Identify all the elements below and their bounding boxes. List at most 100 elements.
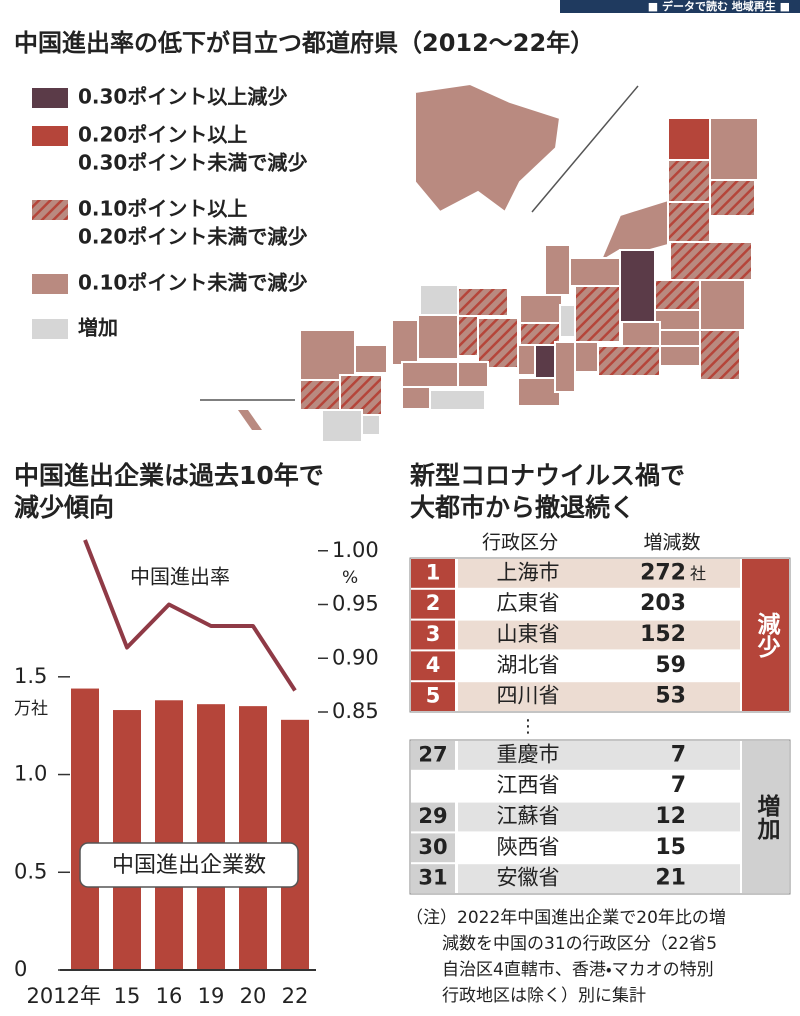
map-region [654, 329, 701, 347]
group-side [742, 741, 789, 893]
y2-tick-label: 0.85 [332, 699, 379, 723]
chart-title: 中国進出企業は過去10年で [14, 461, 324, 490]
y-tick-label: 0.5 [14, 859, 47, 883]
rank: 4 [426, 653, 441, 677]
note: 自治区4直轄市、香港・マカオの特別 [442, 960, 714, 980]
bar [71, 688, 99, 970]
region-name: 山東省 [497, 622, 560, 646]
row-bg [458, 741, 740, 770]
column-header: 増減数 [643, 532, 700, 554]
y2-tick-label: 1.00 [332, 538, 379, 562]
group-label: 増加 [753, 793, 782, 841]
value: 53 [655, 684, 686, 709]
legend-swatch [32, 126, 68, 146]
map-region [569, 257, 621, 287]
map-region [391, 319, 419, 366]
map-region [517, 344, 536, 376]
map-region [519, 294, 563, 324]
y2-unit: % [342, 568, 358, 588]
table-title: 新型コロナウイルス禍で [409, 461, 685, 490]
map-region [401, 361, 459, 388]
title: 中国進出率の低下が目立つ都道府県（2012〜22年） [14, 29, 594, 57]
value: 272 [640, 560, 686, 585]
column-header: 行政区分 [482, 532, 558, 554]
rank-cell [411, 589, 455, 619]
map-region [709, 117, 759, 181]
value: 15 [655, 835, 686, 860]
map-region [659, 345, 701, 367]
map-region [534, 344, 556, 381]
bar [113, 710, 141, 970]
inset-line [531, 85, 639, 213]
region-name: 四川省 [497, 684, 560, 708]
header-tag: ■ データで読む 地域再生 ■ [648, 0, 790, 13]
map-region [709, 179, 756, 217]
legend-swatch [32, 200, 68, 220]
legend-swatch [32, 88, 68, 108]
rank: 31 [418, 866, 447, 890]
x-tick-label: 16 [156, 984, 183, 1008]
map-region [457, 361, 489, 388]
rank: 5 [426, 684, 441, 708]
rank: 27 [418, 742, 447, 766]
note: 減数を中国の31の行政区分（22省5 [442, 934, 717, 954]
region-name: 陝西省 [497, 835, 560, 859]
rank-cell [411, 833, 455, 863]
map-region [361, 414, 381, 436]
map-region [667, 201, 711, 243]
x-tick-label: 20 [240, 984, 267, 1008]
map-region [321, 409, 363, 443]
rank-cell [411, 802, 455, 832]
map-region [654, 279, 701, 311]
rank: 29 [418, 804, 447, 828]
map-region [457, 287, 509, 317]
map-region [299, 379, 341, 411]
map-region [654, 309, 701, 331]
map-region [238, 410, 262, 430]
map-region [429, 389, 486, 411]
legend-label: 0.20ポイント未満で減少 [78, 225, 307, 249]
legend-label: 0.10ポイント以上 [78, 197, 247, 221]
map-region [597, 345, 661, 377]
legend: 0.30ポイント以上減少 0.20ポイント以上 0.30ポイント未満で減少 0.10ポ… [32, 85, 307, 340]
row-bg [458, 864, 740, 893]
legend-swatch [32, 319, 68, 339]
rank: 3 [426, 622, 441, 646]
map-region [517, 377, 561, 407]
header-bar [560, 0, 800, 13]
value-unit: 社 [690, 564, 706, 583]
legend-label: 0.10ポイント未満で減少 [78, 271, 307, 295]
map-region [699, 279, 746, 331]
x-tick-label: 19 [198, 984, 225, 1008]
legend-label: 0.30ポイント未満で減少 [78, 151, 307, 175]
chart-title: 減少傾向 [14, 493, 114, 522]
bar [239, 706, 267, 970]
y2-tick-label: 0.90 [332, 645, 379, 669]
region-name: 広東省 [497, 591, 560, 615]
rank-cell [411, 741, 455, 770]
map-region [699, 329, 741, 381]
region-name: 安徽省 [497, 866, 560, 890]
note: （注）2022年中国進出企業で20年比の増 [406, 908, 726, 928]
value: 152 [640, 622, 686, 647]
y-tick-label: 1.0 [14, 762, 47, 786]
ellipsis: ⋮ [519, 716, 537, 737]
series-label-box [79, 842, 299, 888]
y-tick-label: 0 [14, 957, 27, 981]
map-region [667, 159, 711, 203]
rate-line [83, 539, 297, 692]
map-region [554, 341, 576, 393]
y-unit: 万社 [14, 699, 48, 719]
map-region [477, 317, 519, 369]
rank: 2 [426, 591, 441, 615]
legend-label: 0.30ポイント以上減少 [78, 85, 287, 109]
map-region [574, 341, 599, 373]
rank: 30 [418, 835, 447, 859]
rank-cell [411, 864, 455, 893]
x-tick-label: 22 [282, 984, 309, 1008]
group-label: 減少 [753, 612, 781, 659]
bar [155, 700, 183, 970]
